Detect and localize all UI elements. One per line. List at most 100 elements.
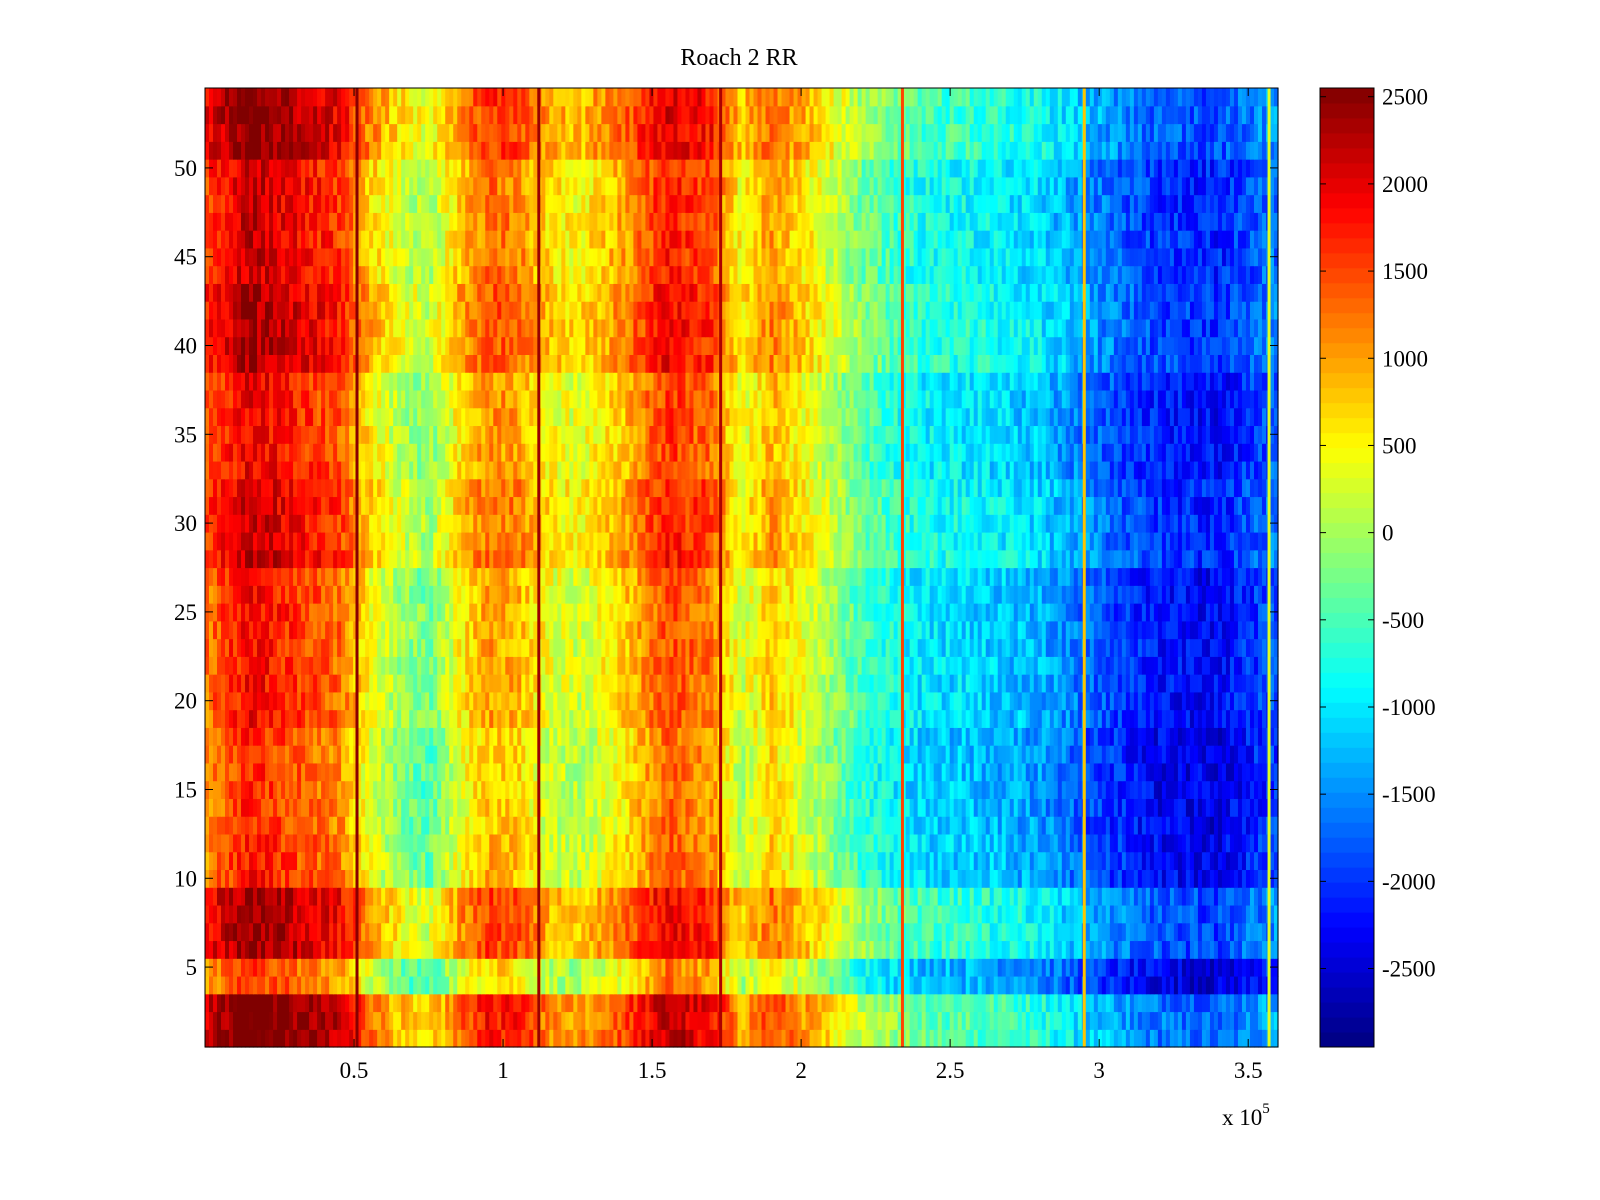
heatmap-cell: [1253, 727, 1259, 746]
heatmap-cell: [1209, 780, 1215, 799]
heatmap-cell: [789, 993, 795, 1013]
heatmap-cell: [389, 780, 394, 799]
heatmap-cell: [469, 851, 474, 871]
heatmap-cell: [1105, 833, 1111, 853]
heatmap-cell: [633, 975, 638, 995]
heatmap-cell: [533, 887, 538, 906]
heatmap-cell: [645, 798, 651, 817]
heatmap-cell: [461, 940, 466, 959]
heatmap-cell: [605, 887, 610, 906]
heatmap-cell: [621, 851, 626, 871]
heatmap-cell: [1173, 727, 1179, 746]
heatmap-cell: [949, 904, 955, 924]
heatmap-cell: [1021, 958, 1027, 977]
heatmap-cell: [845, 940, 851, 959]
heatmap-cell: [581, 1029, 586, 1048]
heatmap-cell: [529, 816, 534, 835]
heatmap-cell: [409, 816, 414, 835]
heatmap-cell: [769, 887, 775, 906]
heatmap-cell: [673, 975, 679, 995]
heatmap-cell: [517, 1011, 522, 1030]
heatmap-cell: [501, 851, 506, 871]
heatmap-cell: [781, 975, 787, 995]
heatmap-cell: [337, 904, 342, 924]
heatmap-cell: [1033, 993, 1039, 1013]
heatmap-cell: [261, 833, 266, 853]
heatmap-cell: [713, 1011, 719, 1030]
heatmap-cell: [913, 851, 919, 871]
heatmap-cell: [1157, 887, 1163, 906]
heatmap-cell: [1049, 940, 1055, 959]
heatmap-cell: [253, 922, 258, 942]
heatmap-cell: [1169, 762, 1175, 782]
heatmap-cell: [929, 851, 935, 871]
heatmap-cell: [817, 816, 823, 835]
heatmap-cell: [909, 1029, 915, 1048]
heatmap-cell: [637, 993, 642, 1013]
heatmap-cell: [249, 762, 254, 782]
heatmap-cell: [293, 798, 298, 817]
heatmap-cell: [861, 975, 867, 995]
heatmap-cell: [965, 762, 971, 782]
heatmap-cell: [205, 833, 210, 853]
heatmap-cell: [605, 993, 610, 1013]
heatmap-cell: [761, 904, 767, 924]
heatmap-cell: [449, 958, 454, 977]
heatmap-cell: [1197, 904, 1203, 924]
heatmap-cell: [661, 851, 667, 871]
heatmap-cell: [1025, 798, 1031, 817]
heatmap-cell: [741, 993, 747, 1013]
heatmap-cell: [261, 904, 266, 924]
heatmap-cell: [217, 958, 222, 977]
heatmap-cell: [865, 833, 871, 853]
heatmap-cell: [881, 833, 887, 853]
heatmap-cell: [1037, 816, 1043, 835]
heatmap-cell: [205, 904, 210, 924]
heatmap-cell: [553, 869, 558, 888]
heatmap-cell: [233, 922, 238, 942]
heatmap-cell: [589, 1029, 594, 1048]
heatmap-cell: [869, 958, 875, 977]
heatmap-cell: [373, 993, 378, 1013]
heatmap-cell: [845, 727, 851, 746]
heatmap-cell: [1065, 1029, 1071, 1048]
heatmap-cell: [1061, 798, 1067, 817]
heatmap-cell: [509, 727, 514, 746]
heatmap-cell: [293, 745, 298, 764]
heatmap-cell: [1201, 1029, 1207, 1048]
heatmap-cell: [573, 975, 578, 995]
heatmap-cell: [349, 869, 354, 888]
heatmap-row: [205, 851, 1279, 871]
heatmap-cell: [769, 851, 775, 871]
heatmap-cell: [745, 940, 751, 959]
heatmap-cell: [485, 940, 490, 959]
heatmap-cell: [393, 940, 398, 959]
heatmap-cell: [409, 993, 414, 1013]
heatmap-cell: [497, 922, 502, 942]
heatmap-cell: [521, 975, 526, 995]
heatmap-cell: [669, 798, 675, 817]
heatmap-cell: [461, 851, 466, 871]
heatmap-cell: [941, 1011, 947, 1030]
heatmap-cell: [465, 745, 470, 764]
heatmap-cell: [797, 958, 803, 977]
heatmap-cell: [281, 1029, 286, 1048]
heatmap-cell: [493, 851, 498, 871]
heatmap-cell: [1089, 940, 1095, 959]
heatmap-cell: [1149, 993, 1155, 1013]
heatmap-cell: [1137, 1011, 1143, 1030]
heatmap-cell: [613, 958, 618, 977]
heatmap-cell: [893, 780, 899, 799]
heatmap-cell: [445, 869, 450, 888]
heatmap-cell: [1089, 851, 1095, 871]
heatmap-cell: [629, 851, 634, 871]
heatmap-cell: [837, 762, 843, 782]
heatmap-cell: [981, 958, 987, 977]
heatmap-cell: [1021, 887, 1027, 906]
heatmap-cell: [321, 958, 326, 977]
heatmap-cell: [405, 904, 410, 924]
heatmap-cell: [1021, 798, 1027, 817]
heatmap-cell: [1133, 887, 1139, 906]
heatmap-cell: [1169, 1029, 1175, 1048]
heatmap-cell: [873, 780, 879, 799]
